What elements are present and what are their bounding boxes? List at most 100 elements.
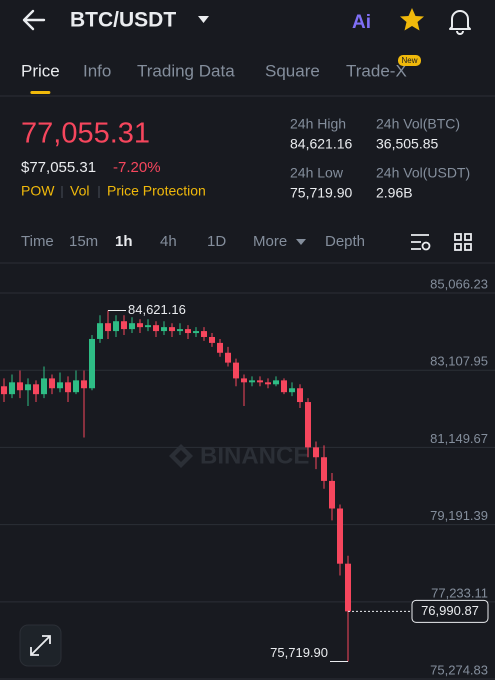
candle-body <box>185 329 191 334</box>
last-price-box <box>411 599 489 623</box>
candle-body <box>257 380 263 383</box>
pair-title[interactable]: BTC/USDT <box>70 9 176 32</box>
tab[interactable]: Price <box>21 61 60 80</box>
price-change: -7.20% <box>113 159 161 176</box>
y-tick-label: 79,191.39 <box>430 508 488 523</box>
chart: 85,066.23 83,107.95 81,149.67 79,191.39 77,2… <box>0 276 495 680</box>
tag[interactable]: Vol <box>70 183 89 199</box>
stat-label: 24h Vol(BTC) <box>376 116 460 132</box>
candle-body <box>129 323 135 330</box>
candle-body <box>313 447 319 458</box>
candle-body <box>97 323 103 339</box>
candle-body <box>49 378 55 389</box>
candle-body <box>65 382 71 393</box>
tab[interactable]: Trading Data <box>137 61 235 80</box>
interval[interactable]: Time <box>21 233 54 250</box>
tag[interactable]: Price Protection <box>107 183 206 199</box>
fullscreen-icon <box>30 635 51 656</box>
tab[interactable]: Trade-X <box>346 61 407 80</box>
interval[interactable]: 4h <box>160 233 177 250</box>
interval[interactable]: Depth <box>325 233 365 250</box>
candle-body <box>9 382 15 395</box>
watermark-logo <box>169 444 193 468</box>
candle-body <box>209 336 215 343</box>
candle-body <box>113 321 119 332</box>
candle-body <box>177 329 183 332</box>
candle-body <box>321 457 327 481</box>
last-price: 77,055.31 <box>21 118 150 150</box>
watermark: BINANCE <box>200 442 309 469</box>
candle-body <box>153 325 159 332</box>
new-badge: New <box>401 56 417 65</box>
layout-button[interactable] <box>454 233 472 251</box>
new-badge-bg <box>398 55 421 66</box>
candle-body <box>217 342 223 353</box>
candle-body <box>169 327 175 332</box>
y-tick-label: 85,066.23 <box>430 276 488 291</box>
candle-body <box>273 380 279 385</box>
candle-body <box>145 325 151 328</box>
tab-indicator <box>30 91 51 94</box>
stat-value: 2.96B <box>376 185 413 201</box>
pair-dropdown[interactable] <box>198 16 209 23</box>
stat-value: 36,505.85 <box>376 136 438 152</box>
y-tick-label: 81,149.67 <box>430 431 488 446</box>
candle-body <box>33 384 39 395</box>
annotation-label: 84,621.16 <box>128 302 186 317</box>
candle-body <box>201 331 207 337</box>
interval[interactable]: 15m <box>69 233 98 250</box>
candle-body <box>81 380 87 389</box>
stat-value: 75,719.90 <box>290 185 352 201</box>
y-tick-label: 75,274.83 <box>430 662 488 677</box>
back-button[interactable] <box>22 9 46 31</box>
candle-body <box>337 508 343 564</box>
tag[interactable]: POW <box>21 183 55 199</box>
favorite-button[interactable] <box>400 8 424 31</box>
candle-body <box>17 382 23 391</box>
notification-button[interactable] <box>449 10 471 35</box>
candle-body <box>329 480 335 509</box>
candle-body <box>25 384 31 391</box>
candle-body <box>1 386 7 395</box>
candle-body <box>233 362 239 379</box>
y-tick-label: 77,233.11 <box>431 585 488 600</box>
candle-body <box>345 563 351 612</box>
candle-body <box>225 352 231 363</box>
candle-body <box>137 323 143 328</box>
stat-label: 24h High <box>290 116 346 132</box>
candle-body <box>281 380 287 393</box>
candle-body <box>305 402 311 448</box>
more-dropdown[interactable] <box>296 239 306 245</box>
candle-body <box>297 388 303 403</box>
ai-button[interactable]: Ai <box>352 12 371 33</box>
tabs: Price Info Trading Data Square Trade-X <box>21 61 407 80</box>
stat-label: 24h Vol(USDT) <box>376 165 470 181</box>
candle-body <box>193 331 199 334</box>
candle-body <box>121 321 127 330</box>
last-price-label: 76,990.87 <box>421 603 479 618</box>
indicator-button[interactable] <box>411 234 431 251</box>
interval[interactable]: 1h <box>115 233 133 250</box>
candle-body <box>161 327 167 332</box>
candle-body <box>73 380 79 393</box>
candle-body <box>89 338 95 389</box>
y-tick-label: 83,107.95 <box>430 354 488 369</box>
intervals: Time 15m 1h 4h 1D More Depth <box>21 233 365 250</box>
tab[interactable]: Square <box>265 61 320 80</box>
candle-body <box>249 380 255 383</box>
annotation-label: 75,719.90 <box>270 645 328 660</box>
candle-body <box>289 388 295 393</box>
stat-label: 24h Low <box>290 165 344 181</box>
stat-value: 84,621.16 <box>290 136 352 152</box>
interval[interactable]: More <box>253 233 287 250</box>
candle-body <box>41 378 47 395</box>
interval[interactable]: 1D <box>207 233 226 250</box>
candle-body <box>265 382 271 385</box>
candle-body <box>105 323 111 332</box>
tab[interactable]: Info <box>83 61 111 80</box>
candle-body <box>241 378 247 383</box>
usd-price: $77,055.31 <box>21 159 96 176</box>
